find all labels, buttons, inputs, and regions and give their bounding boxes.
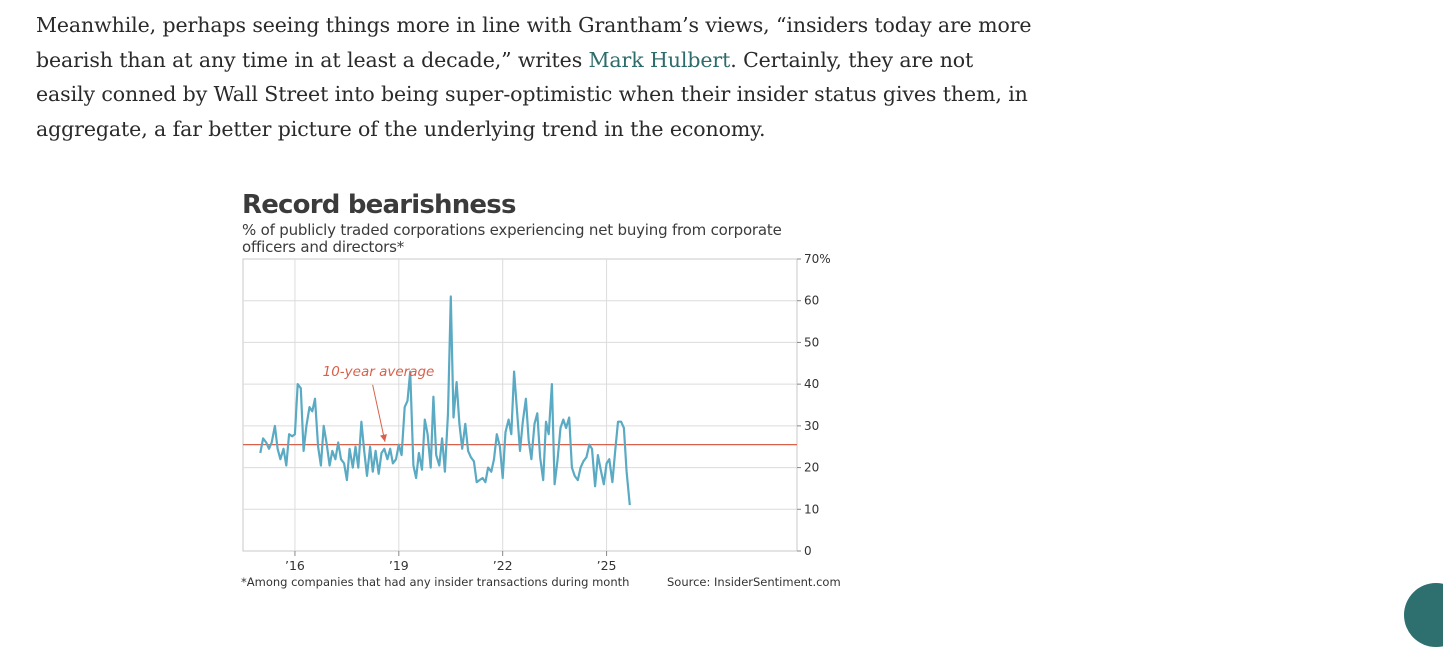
plot-frame	[242, 258, 798, 552]
annotation-arrow-line	[372, 384, 386, 442]
chart-footnote: *Among companies that had any insider tr…	[241, 575, 630, 589]
y-tick-label: 60	[804, 294, 819, 308]
y-tick-label: 10	[804, 502, 819, 516]
x-tick-label: ’25	[597, 558, 617, 573]
chart-title: Record bearishness	[242, 190, 516, 220]
chart-figure: Record bearishness % of publicly traded …	[236, 186, 846, 596]
chart-source: Source: InsiderSentiment.com	[667, 575, 841, 589]
series-line	[259, 295, 631, 506]
article-text-before-link: Meanwhile, perhaps seeing things more in…	[36, 13, 1032, 72]
floating-action-button[interactable]	[1404, 583, 1443, 647]
x-tick-label: ’16	[285, 558, 305, 573]
mark-hulbert-link[interactable]: Mark Hulbert	[588, 47, 731, 72]
average-annotation-label: 10-year average	[323, 364, 435, 380]
y-tick-label: 40	[804, 377, 819, 391]
x-tick-label: ’22	[493, 558, 513, 573]
y-tick-label: 50	[804, 335, 819, 349]
y-tick-label: 0	[804, 544, 812, 558]
article-paragraph: Meanwhile, perhaps seeing things more in…	[36, 8, 1036, 146]
chart-subtitle: % of publicly traded corporations experi…	[242, 221, 782, 256]
x-tick-label: ’19	[389, 558, 409, 573]
y-tick-label: 20	[804, 461, 819, 475]
y-tick-label: 30	[804, 419, 819, 433]
article-text-after-link: . Certainly, they are not easily conned …	[36, 47, 1028, 141]
line-chart: 0 10 20 30 40 50 60 70% ’16 ’19 ’22 ’25 10-year aver…	[242, 252, 831, 573]
annotation-arrow-head	[380, 434, 387, 442]
y-tick-label: 70%	[804, 252, 831, 266]
